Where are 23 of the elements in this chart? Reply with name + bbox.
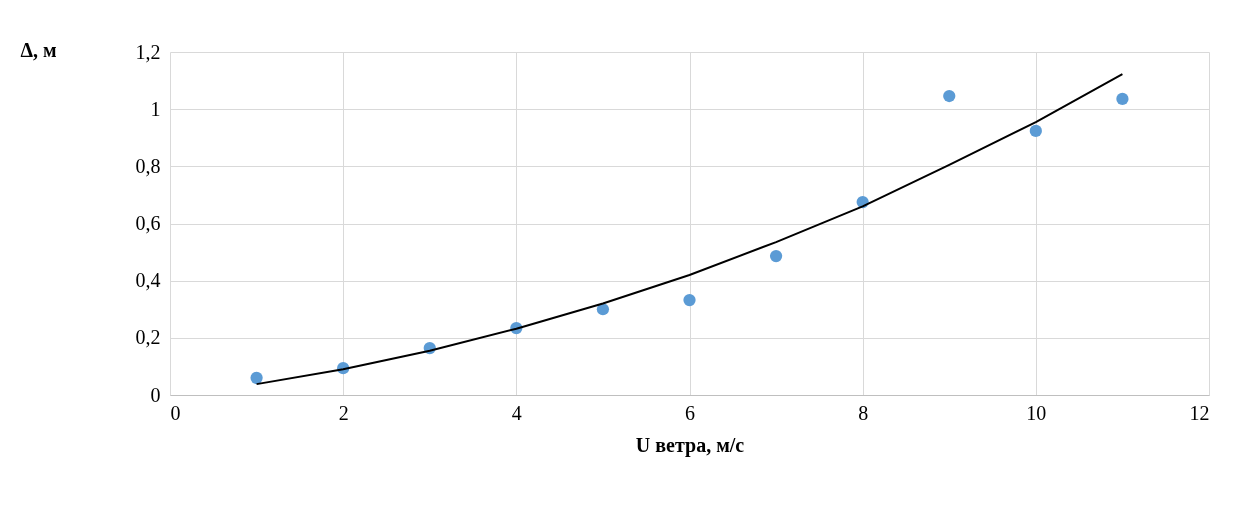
- point: [1116, 92, 1129, 105]
- x-tick-label: 8: [858, 401, 869, 424]
- y-tick-label: 0,6: [135, 212, 161, 234]
- x-axis-title: U ветра, м/с: [635, 433, 745, 457]
- y-tick-label: 0,2: [135, 326, 161, 349]
- point: [943, 89, 956, 103]
- x-tick-label: 2: [338, 401, 349, 424]
- x-tick-label: 0: [170, 401, 181, 424]
- point: [769, 249, 783, 263]
- point: [250, 371, 263, 384]
- y-tick-label: 0,4: [135, 269, 161, 292]
- point: [1029, 124, 1042, 137]
- x-tick-label: 10: [1026, 401, 1047, 424]
- y-tick-label: 1,2: [135, 40, 161, 63]
- x-tick-label: 12: [1189, 401, 1210, 424]
- y-tick-label: 0,8: [135, 154, 161, 177]
- y-tick-label: 1: [150, 97, 161, 120]
- x-tick-label: 6: [685, 401, 695, 424]
- point: [596, 303, 610, 316]
- point: [683, 293, 696, 307]
- x-tick-label: 4: [511, 401, 522, 424]
- y-tick-label: 0: [150, 383, 161, 406]
- y-axis-title: Δ, м: [20, 38, 57, 61]
